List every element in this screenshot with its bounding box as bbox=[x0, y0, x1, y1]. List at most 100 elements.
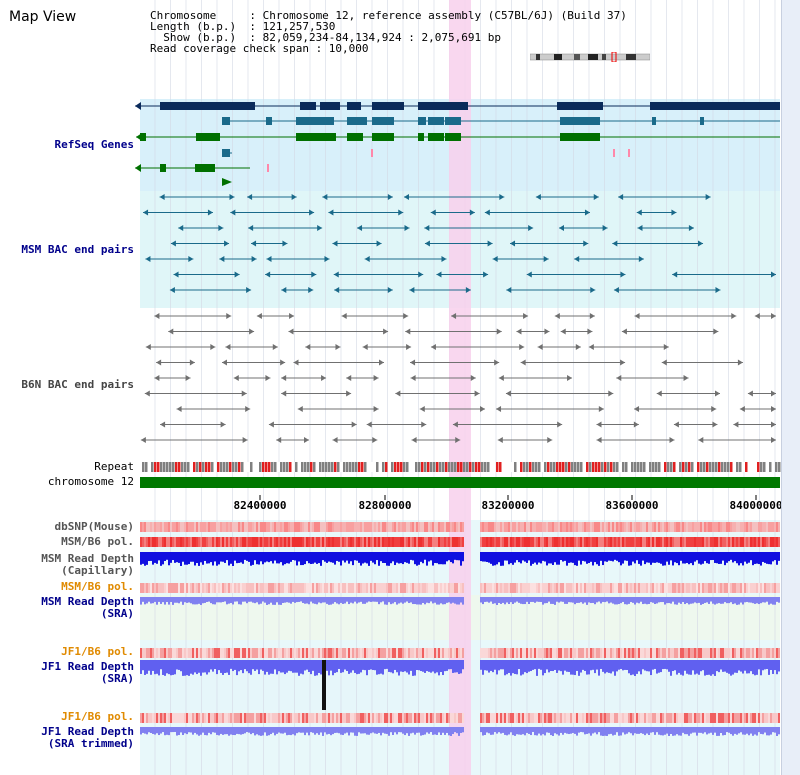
heat-cell bbox=[572, 537, 574, 547]
heat-cell bbox=[702, 648, 704, 658]
heat-cell bbox=[658, 583, 660, 593]
depth-bar bbox=[256, 552, 258, 565]
heat-cell bbox=[298, 583, 300, 593]
heat-cell bbox=[170, 537, 172, 547]
depth-bar bbox=[148, 727, 150, 733]
repeat-block bbox=[367, 462, 370, 472]
heat-cell bbox=[724, 583, 726, 593]
depth-bar bbox=[706, 597, 708, 603]
heat-cell bbox=[686, 713, 688, 723]
depth-bar bbox=[508, 727, 510, 735]
track-label-msm-depth-sra[interactable]: MSM Read Depth (SRA) bbox=[41, 596, 134, 620]
heat-cell bbox=[376, 522, 378, 532]
depth-bar bbox=[144, 727, 146, 734]
heat-cell bbox=[686, 522, 688, 532]
heat-cell bbox=[640, 537, 642, 547]
depth-bar bbox=[606, 660, 608, 673]
depth-bar bbox=[746, 597, 748, 602]
heat-cell bbox=[556, 648, 558, 658]
heat-cell bbox=[356, 537, 358, 547]
heat-cell bbox=[662, 583, 664, 593]
depth-bar bbox=[444, 597, 446, 605]
heat-cell bbox=[364, 648, 366, 658]
track-label-jf1-depth-trimmed[interactable]: JF1 Read Depth (SRA trimmed) bbox=[41, 726, 134, 750]
heat-cell bbox=[684, 713, 686, 723]
depth-bar bbox=[744, 597, 746, 603]
track-label-msm-b6-pol[interactable]: MSM/B6 pol. bbox=[61, 535, 134, 548]
heat-cell bbox=[324, 583, 326, 593]
track-label-msm-bac[interactable]: MSM BAC end pairs bbox=[21, 243, 134, 256]
chromosome-ideogram[interactable] bbox=[530, 52, 650, 62]
heat-cell bbox=[162, 522, 164, 532]
heat-cell bbox=[428, 713, 430, 723]
bac-end bbox=[309, 209, 315, 216]
heat-cell bbox=[480, 583, 482, 593]
heat-cell bbox=[296, 713, 298, 723]
track-label-msm-b6-pol-2[interactable]: MSM/B6 pol. bbox=[61, 580, 134, 593]
heat-cell bbox=[306, 583, 308, 593]
track-label-dbsnp[interactable]: dbSNP(Mouse) bbox=[54, 520, 134, 533]
heat-cell bbox=[644, 648, 646, 658]
depth-bar bbox=[162, 727, 164, 733]
depth-bar bbox=[666, 727, 668, 734]
track-label-jf1-b6-pol[interactable]: JF1/B6 pol. bbox=[61, 645, 134, 658]
track-label-jf1-b6-pol-2[interactable]: JF1/B6 pol. bbox=[61, 710, 134, 723]
heat-cell bbox=[268, 713, 270, 723]
depth-bar bbox=[200, 660, 202, 676]
heat-cell bbox=[158, 522, 160, 532]
heat-cell bbox=[298, 713, 300, 723]
heat-cell bbox=[632, 537, 634, 547]
depth-bar bbox=[242, 597, 244, 602]
heat-cell bbox=[606, 713, 608, 723]
depth-bar bbox=[310, 727, 312, 733]
heat-cell bbox=[184, 713, 186, 723]
track-label-msm-depth-capillary[interactable]: MSM Read Depth (Capillary) bbox=[41, 553, 134, 577]
heat-cell bbox=[752, 648, 754, 658]
heat-cell bbox=[210, 648, 212, 658]
depth-bar bbox=[304, 727, 306, 736]
repeat-block bbox=[421, 462, 424, 472]
vertical-scrollbar[interactable] bbox=[781, 0, 800, 775]
depth-bar bbox=[358, 660, 360, 674]
heat-cell bbox=[288, 583, 290, 593]
repeat-block bbox=[394, 462, 397, 472]
heat-cell bbox=[592, 713, 594, 723]
heat-cell bbox=[544, 522, 546, 532]
heat-cell bbox=[350, 522, 352, 532]
track-label-chromosome[interactable]: chromosome 12 bbox=[47, 475, 134, 488]
depth-bar bbox=[508, 660, 510, 673]
depth-bar bbox=[598, 597, 600, 602]
heat-cell bbox=[738, 583, 740, 593]
track-label-jf1-depth[interactable]: JF1 Read Depth (SRA) bbox=[41, 661, 134, 685]
depth-bar bbox=[726, 727, 728, 733]
depth-bar bbox=[514, 660, 516, 675]
repeat-block bbox=[325, 462, 328, 472]
depth-bar bbox=[170, 660, 172, 676]
heat-cell bbox=[772, 713, 774, 723]
depth-bar bbox=[270, 727, 272, 735]
depth-bar bbox=[720, 660, 722, 670]
heat-cell bbox=[600, 648, 602, 658]
track-label-refseq[interactable]: RefSeq Genes bbox=[54, 138, 134, 151]
heat-cell bbox=[308, 522, 310, 532]
depth-bar bbox=[246, 597, 248, 604]
depth-bar bbox=[676, 660, 678, 675]
depth-bar bbox=[344, 597, 346, 604]
heat-cell bbox=[604, 522, 606, 532]
heat-cell bbox=[260, 522, 262, 532]
bac-end bbox=[346, 390, 352, 397]
repeat-block bbox=[466, 462, 469, 472]
depth-bar bbox=[738, 727, 740, 734]
heat-cell bbox=[610, 583, 612, 593]
depth-bar bbox=[352, 660, 354, 671]
heat-cell bbox=[246, 537, 248, 547]
depth-bar bbox=[214, 660, 216, 670]
depth-bar bbox=[556, 660, 558, 673]
heat-cell bbox=[744, 648, 746, 658]
heat-cell bbox=[366, 522, 368, 532]
track-label-repeat[interactable]: Repeat bbox=[94, 460, 134, 473]
depth-bar bbox=[502, 552, 504, 566]
heat-cell bbox=[202, 583, 204, 593]
track-label-b6n-bac[interactable]: B6N BAC end pairs bbox=[21, 378, 134, 391]
